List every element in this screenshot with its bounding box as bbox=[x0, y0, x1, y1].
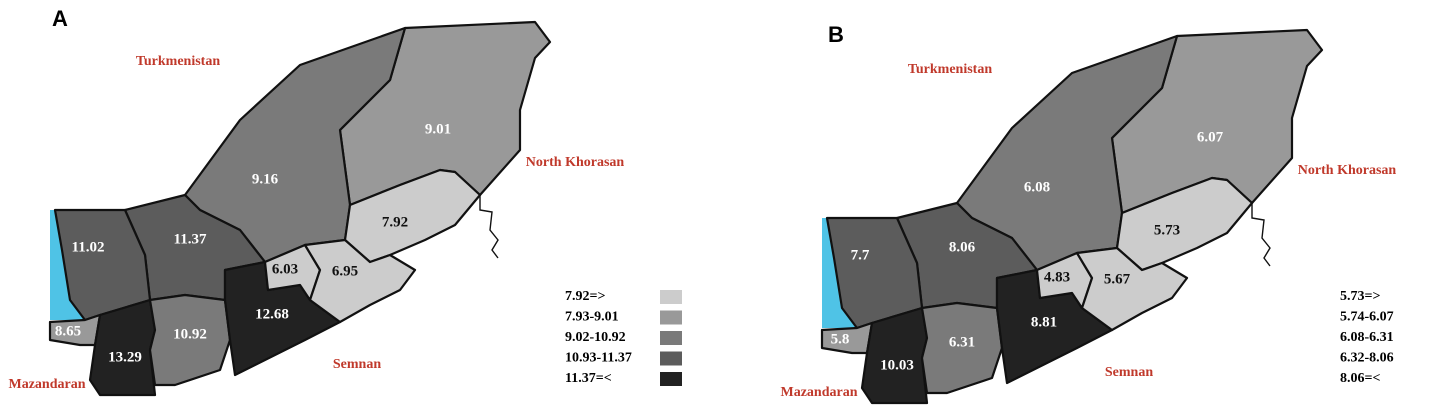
region-value: 6.08 bbox=[1024, 179, 1050, 195]
neighbor-label: North Khorasan bbox=[526, 155, 625, 170]
map-panel: 9.01 9.16 7.92 11.37 11.02 8.65 13.29 10.92 12.6… bbox=[9, 20, 625, 397]
legend-label: 8.06=< bbox=[1340, 371, 1380, 386]
region bbox=[88, 298, 157, 397]
neighbor-label: Mazandaran bbox=[9, 377, 86, 392]
region-value: 5.73 bbox=[1154, 222, 1180, 238]
region-value: 6.95 bbox=[332, 263, 358, 279]
region-value: 13.29 bbox=[108, 349, 142, 365]
neighbor-label: Mazandaran bbox=[781, 385, 858, 400]
map-panel: 6.07 6.08 5.73 8.06 7.7 5.8 10.03 6.31 8.81 4.83 5… bbox=[781, 28, 1397, 405]
neighbor-label: Turkmenistan bbox=[908, 62, 993, 77]
legend-label: 5.73=> bbox=[1340, 289, 1380, 304]
region-value: 8.06 bbox=[949, 239, 976, 255]
region-value: 6.03 bbox=[272, 261, 298, 277]
legend-label: 5.74-6.07 bbox=[1340, 310, 1394, 325]
legend-label: 6.32-8.06 bbox=[1340, 351, 1394, 366]
region-value: 8.65 bbox=[55, 323, 81, 339]
region bbox=[860, 306, 929, 405]
legend-swatch bbox=[660, 331, 682, 345]
legend-label: 7.92=> bbox=[565, 289, 605, 304]
region-value: 4.83 bbox=[1044, 269, 1070, 285]
legend-label: 10.93-11.37 bbox=[565, 351, 632, 366]
region bbox=[303, 238, 417, 324]
neighbor-label: Semnan bbox=[1105, 365, 1153, 380]
legend-label: 11.37=< bbox=[565, 371, 612, 386]
neighbor-label: Turkmenistan bbox=[136, 54, 221, 69]
river bbox=[1251, 203, 1271, 267]
region bbox=[920, 301, 1004, 395]
panel-label: A bbox=[52, 6, 68, 31]
legend-swatch bbox=[660, 351, 682, 366]
region-value: 7.92 bbox=[382, 214, 408, 230]
region-value: 10.03 bbox=[880, 357, 914, 373]
legend-swatch bbox=[660, 310, 682, 325]
region-value: 6.07 bbox=[1197, 129, 1224, 145]
neighbor-label: Semnan bbox=[333, 357, 381, 372]
legend-label: 9.02-10.92 bbox=[565, 330, 626, 345]
region bbox=[1075, 246, 1189, 332]
neighbor-label: North Khorasan bbox=[1298, 163, 1397, 178]
region-value: 5.8 bbox=[831, 331, 850, 347]
region-value: 10.92 bbox=[173, 326, 207, 342]
legend-swatch bbox=[660, 290, 682, 304]
region bbox=[148, 293, 232, 387]
legend-label: 7.93-9.01 bbox=[565, 310, 619, 325]
region-value: 11.02 bbox=[72, 239, 105, 255]
region-value: 6.31 bbox=[949, 334, 975, 350]
legend-swatch bbox=[660, 372, 682, 386]
region-value: 9.16 bbox=[252, 171, 279, 187]
river bbox=[479, 195, 499, 259]
legend-label: 6.08-6.31 bbox=[1340, 330, 1394, 345]
panel-label: B bbox=[828, 22, 844, 47]
region-value: 7.7 bbox=[851, 247, 870, 263]
region-value: 5.67 bbox=[1104, 271, 1131, 287]
region-value: 11.37 bbox=[174, 231, 207, 247]
region-value: 8.81 bbox=[1031, 314, 1057, 330]
region-value: 9.01 bbox=[425, 121, 451, 137]
region-value: 12.68 bbox=[255, 306, 289, 322]
